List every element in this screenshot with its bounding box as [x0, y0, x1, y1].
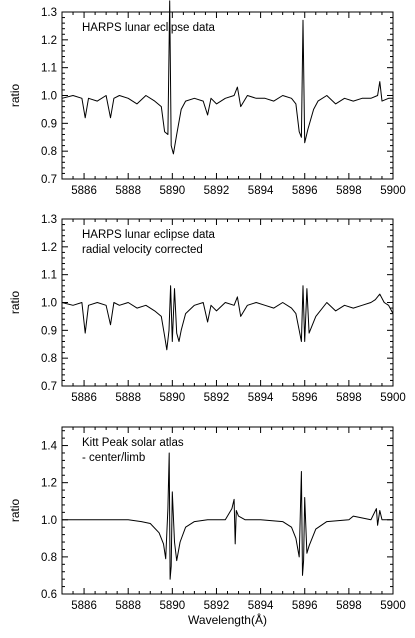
- x-tick-label: 5900: [380, 392, 406, 404]
- x-tick-label: 5894: [248, 600, 274, 612]
- y-axis-label: ratio: [8, 291, 22, 315]
- y-tick-label: 1.2: [41, 35, 57, 47]
- x-tick-label: 5886: [71, 600, 97, 612]
- panel-annotation: - center/limb: [82, 452, 145, 464]
- series-line-panel-2: [61, 285, 394, 351]
- x-tick-label: 5900: [380, 185, 406, 197]
- series-line-panel-3: [62, 452, 393, 580]
- y-axis-label: ratio: [8, 499, 22, 523]
- x-tick-label: 5892: [204, 600, 230, 612]
- x-tick-label: 5886: [71, 185, 97, 197]
- x-tick-label: 5898: [336, 600, 362, 612]
- y-tick-label: 0.9: [41, 118, 57, 130]
- y-tick-label: 1.0: [41, 515, 57, 527]
- y-tick-label: 1.4: [41, 441, 58, 453]
- y-tick-label: 0.8: [41, 146, 57, 158]
- x-tick-label: 5888: [115, 185, 141, 197]
- y-tick-label: 1.3: [41, 214, 57, 226]
- x-tick-label: 5900: [380, 600, 406, 612]
- y-tick-label: 1.0: [41, 91, 57, 103]
- x-tick-label: 5892: [204, 392, 230, 404]
- x-axis-label: Wavelength(Å): [188, 612, 267, 627]
- x-tick-label: 5896: [292, 392, 318, 404]
- y-tick-label: 1.3: [41, 7, 57, 19]
- series-line-panel-1: [61, 0, 393, 155]
- x-tick-label: 5898: [336, 392, 362, 404]
- x-tick-label: 5888: [115, 392, 141, 404]
- x-tick-label: 5886: [71, 392, 97, 404]
- y-tick-label: 1.1: [41, 63, 57, 75]
- panel-1-frame: [61, 11, 394, 180]
- y-tick-label: 0.8: [41, 353, 57, 365]
- y-tick-label: 0.6: [41, 589, 57, 601]
- panel-annotation: Kitt Peak solar atlas: [82, 437, 184, 449]
- x-tick-label: 5898: [336, 185, 362, 197]
- x-tick-label: 5894: [248, 185, 274, 197]
- y-tick-label: 0.8: [41, 552, 57, 564]
- y-tick-label: 0.9: [41, 325, 57, 337]
- y-axis-label: ratio: [8, 84, 22, 108]
- y-tick-label: 1.2: [41, 478, 57, 490]
- y-tick-label: 0.7: [41, 174, 57, 186]
- y-tick-label: 1.0: [41, 298, 57, 310]
- panel-annotation: HARPS lunar eclipse data: [82, 229, 216, 241]
- x-tick-label: 5890: [160, 600, 186, 612]
- x-tick-label: 5896: [292, 600, 318, 612]
- panel-annotation: HARPS lunar eclipse data: [82, 22, 216, 34]
- y-tick-label: 0.7: [41, 381, 57, 393]
- panel-annotation: radial velocity corrected: [82, 244, 203, 256]
- y-tick-label: 1.1: [41, 270, 57, 282]
- x-tick-label: 5894: [248, 392, 274, 404]
- x-tick-label: 5896: [292, 185, 318, 197]
- y-tick-label: 1.2: [41, 242, 57, 254]
- x-tick-label: 5892: [204, 185, 230, 197]
- x-tick-label: 5888: [115, 600, 141, 612]
- x-tick-label: 5890: [160, 392, 186, 404]
- x-tick-label: 5890: [160, 185, 186, 197]
